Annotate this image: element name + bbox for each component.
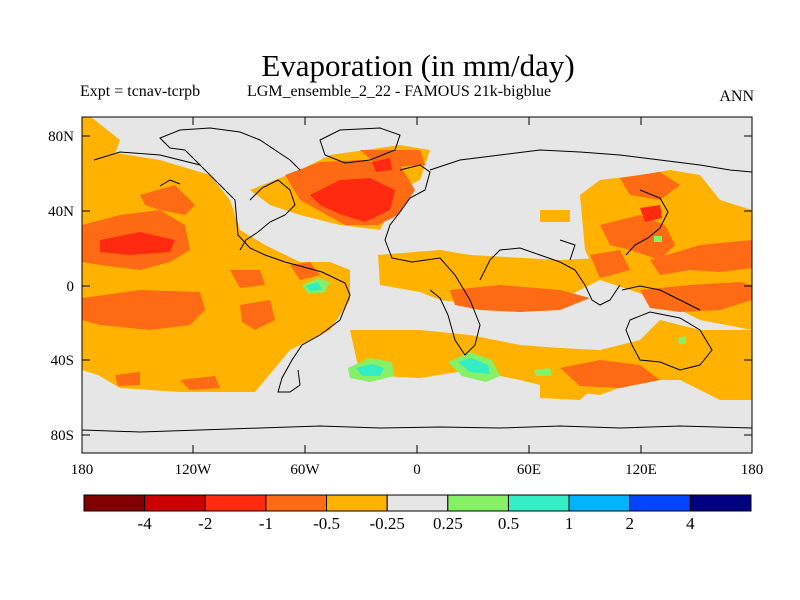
- lat-label-0: 0: [67, 279, 75, 295]
- colorbar-swatch: [629, 494, 691, 512]
- lon-label-60w: 60W: [290, 462, 320, 478]
- lon-label-180e: 180: [741, 462, 764, 478]
- colorbar-label: -0.25: [369, 514, 404, 533]
- lon-label-0: 0: [413, 462, 421, 478]
- colorbar-swatch: [326, 494, 388, 512]
- lon-label-180w: 180: [71, 462, 94, 478]
- experiment-description: LGM_ensemble_2_22 - FAMOUS 21k-bigblue: [247, 83, 552, 100]
- colorbar-label: -0.5: [313, 514, 340, 533]
- colorbar-swatch: [568, 494, 631, 512]
- colorbar-label: -4: [138, 514, 153, 533]
- colorbar-swatch: [144, 494, 206, 512]
- colorbar-label: 0.25: [433, 514, 463, 533]
- colorbar-swatch: [386, 494, 449, 512]
- coastlines: [82, 127, 752, 433]
- season-label: ANN: [719, 88, 754, 105]
- colorbar-swatch: [447, 494, 509, 512]
- lat-label-40s: 40S: [51, 353, 74, 369]
- evaporation-field: [82, 117, 752, 400]
- colorbar-label: 1: [565, 514, 574, 533]
- colorbar-swatch: [265, 494, 328, 512]
- colorbar-swatch: [204, 494, 267, 512]
- colorbar-swatch: [507, 494, 570, 512]
- lon-label-120w: 120W: [175, 462, 213, 478]
- colorbar-label: 2: [625, 514, 634, 533]
- colorbar: -4 -2 -1 -0.5 -0.25 0.25 0.5 1 2 4: [83, 494, 752, 533]
- colorbar-swatch: [83, 494, 146, 512]
- field-level-minus-1: [100, 158, 662, 255]
- colorbar-label: 0.5: [498, 514, 519, 533]
- colorbar-swatch: [689, 494, 752, 512]
- lat-label-80n: 80N: [48, 129, 74, 145]
- experiment-label: Expt = tcnav-tcrpb: [80, 83, 201, 100]
- lon-axis: [192, 117, 642, 453]
- lon-label-60e: 60E: [517, 462, 541, 478]
- lat-axis: [82, 135, 752, 436]
- lat-label-40n: 40N: [48, 204, 74, 220]
- lat-label-80s: 80S: [51, 428, 74, 444]
- map-title: Evaporation (in mm/day): [261, 48, 575, 83]
- colorbar-label: 4: [686, 514, 695, 533]
- colorbar-label: -2: [198, 514, 212, 533]
- colorbar-label: -1: [259, 514, 273, 533]
- field-positive: [302, 236, 686, 382]
- lon-label-120e: 120E: [625, 462, 657, 478]
